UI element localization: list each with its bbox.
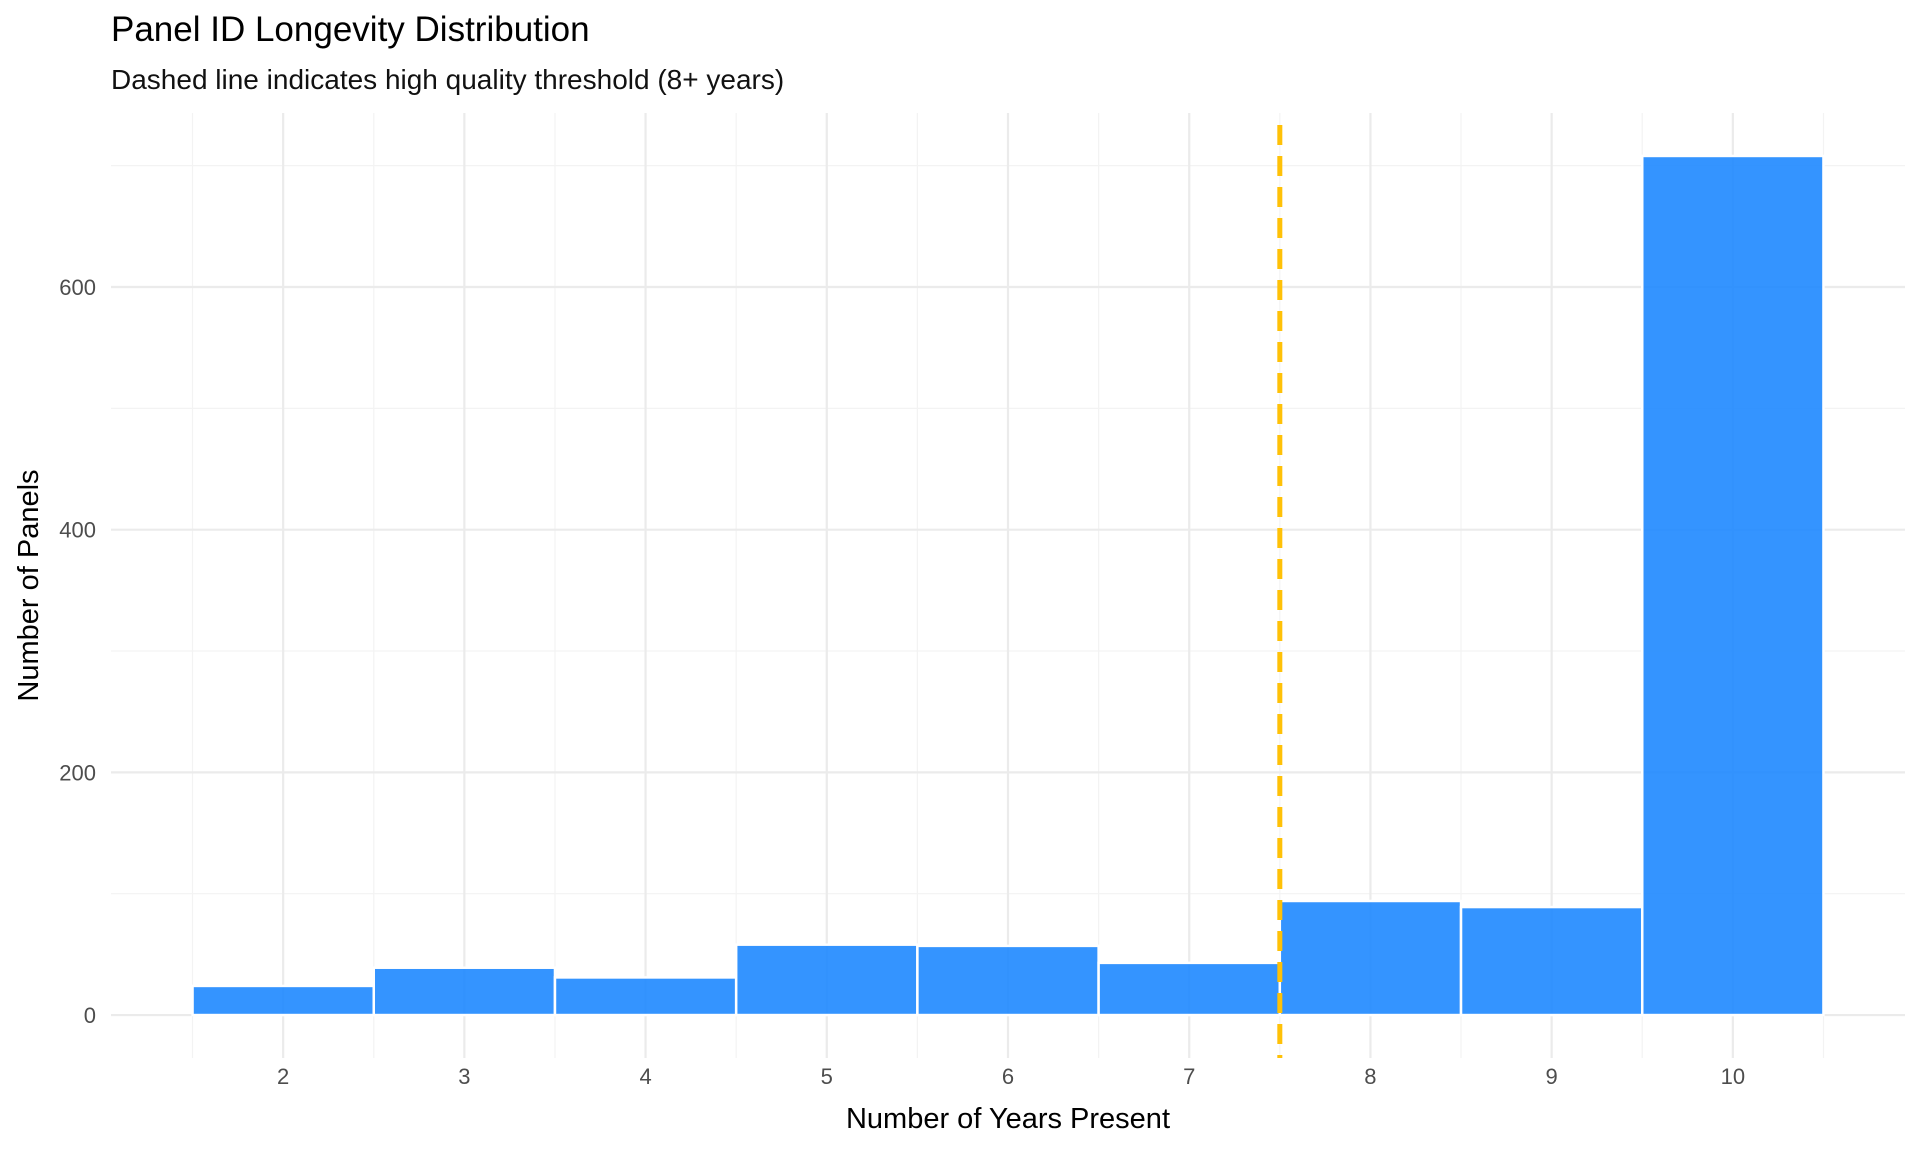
- x-tick-label: 3: [458, 1064, 470, 1089]
- bar-10: [1640, 154, 1825, 1017]
- y-axis-title: Number of Panels: [13, 469, 45, 701]
- bar-6: [916, 944, 1100, 1017]
- x-tick-label: 8: [1364, 1064, 1376, 1089]
- chart-subtitle: Dashed line indicates high quality thres…: [111, 64, 785, 95]
- y-tick-label: 600: [59, 275, 96, 300]
- bar-9: [1459, 905, 1644, 1017]
- bar-2: [191, 984, 376, 1017]
- y-tick-label: 400: [59, 518, 96, 543]
- chart-title: Panel ID Longevity Distribution: [111, 10, 590, 49]
- x-axis-title: Number of Years Present: [846, 1103, 1170, 1135]
- x-tick-label: 4: [639, 1064, 651, 1089]
- x-tick-label: 7: [1183, 1064, 1195, 1089]
- y-tick-label: 200: [59, 760, 96, 785]
- y-tick-label: 0: [84, 1003, 96, 1028]
- bar-4: [553, 976, 738, 1017]
- bar-5: [734, 943, 919, 1017]
- bar-7: [1097, 961, 1282, 1017]
- bar-3: [372, 966, 557, 1017]
- x-tick-label: 5: [821, 1064, 833, 1089]
- bar-8: [1278, 899, 1463, 1017]
- x-tick-label: 10: [1721, 1064, 1745, 1089]
- x-tick-label: 2: [277, 1064, 289, 1089]
- x-tick-label: 6: [1002, 1064, 1014, 1089]
- x-tick-label: 9: [1546, 1064, 1558, 1089]
